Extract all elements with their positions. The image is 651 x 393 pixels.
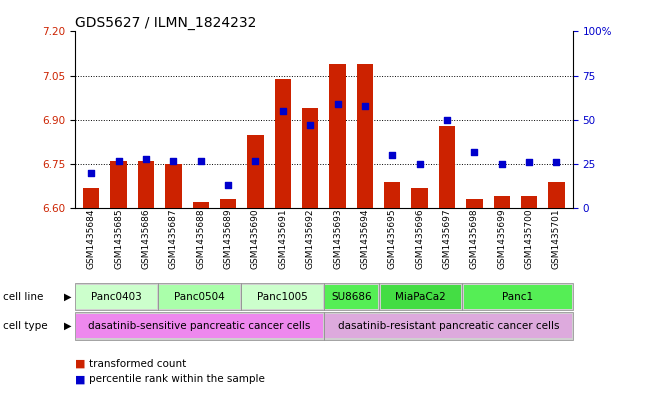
Text: GSM1435696: GSM1435696: [415, 208, 424, 269]
Bar: [384, 182, 400, 208]
Text: dasatinib-resistant pancreatic cancer cells: dasatinib-resistant pancreatic cancer ce…: [338, 321, 559, 331]
Point: [113, 157, 124, 163]
Text: Panc1: Panc1: [502, 292, 533, 302]
Text: Panc0504: Panc0504: [174, 292, 225, 302]
Text: GSM1435690: GSM1435690: [251, 208, 260, 269]
Text: GSM1435694: GSM1435694: [361, 208, 369, 269]
Bar: [193, 202, 209, 208]
Bar: [439, 126, 455, 208]
Point: [86, 170, 96, 176]
Text: dasatinib-sensitive pancreatic cancer cells: dasatinib-sensitive pancreatic cancer ce…: [88, 321, 311, 331]
Point: [497, 161, 507, 167]
Text: GSM1435684: GSM1435684: [87, 208, 96, 269]
Text: SU8686: SU8686: [331, 292, 372, 302]
Point: [277, 108, 288, 114]
Point: [387, 152, 398, 158]
Point: [168, 157, 178, 163]
Point: [333, 101, 343, 107]
Point: [551, 159, 562, 165]
Point: [360, 103, 370, 109]
Bar: [411, 187, 428, 208]
Text: Panc1005: Panc1005: [257, 292, 308, 302]
Bar: [466, 199, 482, 208]
Text: GSM1435686: GSM1435686: [141, 208, 150, 269]
Text: GSM1435689: GSM1435689: [223, 208, 232, 269]
Text: ▶: ▶: [64, 292, 72, 302]
Text: transformed count: transformed count: [89, 358, 186, 369]
Bar: [548, 182, 564, 208]
Bar: [247, 134, 264, 208]
Text: GSM1435692: GSM1435692: [306, 208, 314, 269]
Text: GSM1435695: GSM1435695: [388, 208, 396, 269]
Text: GSM1435701: GSM1435701: [552, 208, 561, 269]
Bar: [138, 161, 154, 208]
Point: [250, 157, 260, 163]
Point: [524, 159, 534, 165]
Bar: [329, 64, 346, 208]
Text: GSM1435691: GSM1435691: [279, 208, 287, 269]
Text: cell type: cell type: [3, 321, 48, 331]
Text: Panc0403: Panc0403: [91, 292, 142, 302]
Text: GSM1435688: GSM1435688: [196, 208, 205, 269]
Text: GSM1435685: GSM1435685: [114, 208, 123, 269]
Text: GSM1435699: GSM1435699: [497, 208, 506, 269]
Bar: [302, 108, 318, 208]
Text: percentile rank within the sample: percentile rank within the sample: [89, 374, 265, 384]
Text: GSM1435698: GSM1435698: [470, 208, 479, 269]
Bar: [165, 164, 182, 208]
Text: GSM1435687: GSM1435687: [169, 208, 178, 269]
Bar: [493, 196, 510, 208]
Point: [415, 161, 425, 167]
Point: [195, 157, 206, 163]
Bar: [220, 199, 236, 208]
Text: GSM1435697: GSM1435697: [443, 208, 452, 269]
Point: [223, 182, 233, 188]
Text: ■: ■: [75, 374, 85, 384]
Point: [305, 122, 315, 128]
Text: GSM1435693: GSM1435693: [333, 208, 342, 269]
Bar: [357, 64, 373, 208]
Point: [141, 156, 151, 162]
Bar: [521, 196, 537, 208]
Text: cell line: cell line: [3, 292, 44, 302]
Bar: [111, 161, 127, 208]
Text: MiaPaCa2: MiaPaCa2: [395, 292, 446, 302]
Bar: [275, 79, 291, 208]
Text: ▶: ▶: [64, 321, 72, 331]
Bar: [83, 187, 100, 208]
Point: [469, 149, 480, 155]
Text: GSM1435700: GSM1435700: [525, 208, 534, 269]
Point: [442, 117, 452, 123]
Text: ■: ■: [75, 358, 85, 369]
Text: GDS5627 / ILMN_1824232: GDS5627 / ILMN_1824232: [75, 16, 256, 30]
